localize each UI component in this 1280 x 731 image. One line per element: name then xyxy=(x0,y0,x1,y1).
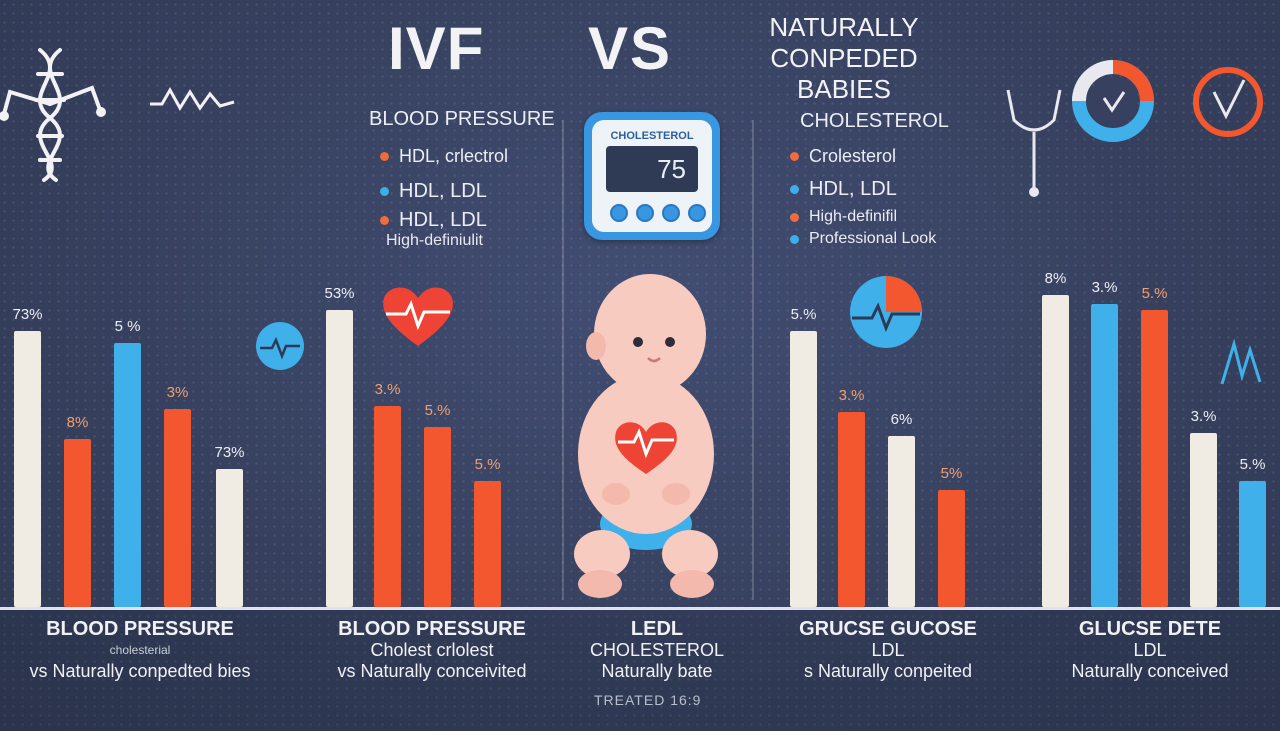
bar-g2-2 xyxy=(374,406,401,607)
caption-2: BLOOD PRESSURE Cholest crlolest vs Natur… xyxy=(337,618,527,681)
bar-label-g3-4: 5% xyxy=(941,465,963,482)
blue-dot xyxy=(790,185,799,194)
bar-label-g1-1: 73% xyxy=(12,306,42,323)
bar-g1-1 xyxy=(14,331,41,607)
bar-g2-1 xyxy=(326,310,353,607)
bar-label-g2-3: 5.% xyxy=(425,402,451,419)
bar-label-g3-2: 3.% xyxy=(839,387,865,404)
bar-g1-5 xyxy=(216,469,243,607)
title-ivf: IVF xyxy=(388,15,485,82)
right-panel-title: CHOLESTEROL xyxy=(800,110,949,132)
bar-g4-1 xyxy=(1042,295,1069,607)
orange-dot xyxy=(380,152,389,161)
bar-label-g1-3: 5 % xyxy=(115,318,141,335)
bar-g4-2 xyxy=(1091,304,1118,607)
footnote: TREATED 16:9 xyxy=(594,692,702,708)
left-panel-title: BLOOD PRESSURE xyxy=(369,108,555,130)
device-button xyxy=(610,204,628,222)
bar-label-g3-1: 5.% xyxy=(791,306,817,323)
left-bullet-3: HDL, LDL xyxy=(380,209,487,232)
device-screen: 75 xyxy=(606,146,698,192)
left-bullet-2: HDL, LDL xyxy=(380,180,487,203)
cholesterol-device: CHOLESTEROL 75 xyxy=(584,112,720,240)
caption-4: GRUCSE GUCOSE LDL s Naturally conpeited xyxy=(799,618,977,681)
device-button xyxy=(688,204,706,222)
right-bullet-2: HDL, LDL xyxy=(790,178,897,201)
bar-label-g4-5: 5.% xyxy=(1240,456,1266,473)
wave-icon xyxy=(150,86,235,111)
bar-g1-2 xyxy=(64,439,91,607)
orange-dot xyxy=(790,152,799,161)
baby-illustration xyxy=(574,274,718,598)
bar-g3-1 xyxy=(790,331,817,607)
device-button xyxy=(636,204,654,222)
title-vs: VS xyxy=(588,15,673,82)
caption-band xyxy=(0,610,1280,731)
device-button xyxy=(662,204,680,222)
stethoscope-icon xyxy=(1006,89,1062,197)
bar-label-g4-2: 3.% xyxy=(1092,279,1118,296)
caption-5: GLUCSE DETE LDL Naturally conceived xyxy=(1071,618,1229,681)
device-value: 75 xyxy=(657,154,686,184)
blue-dot xyxy=(790,234,799,244)
heart-icon xyxy=(383,287,453,346)
device-label: CHOLESTEROL xyxy=(610,130,694,142)
right-bullet-3: High-definifil xyxy=(790,208,897,226)
bar-label-g2-1: 53% xyxy=(324,285,354,302)
bar-g4-4 xyxy=(1190,433,1217,607)
gauge-icon xyxy=(1072,60,1154,142)
title-naturally-conceived: NATURALLY CONPEDED BABIES xyxy=(769,12,919,104)
left-bullet-1: HDL, crlectrol xyxy=(380,146,508,167)
divider-left xyxy=(562,120,564,600)
bar-label-g4-1: 8% xyxy=(1045,270,1067,287)
bar-g4-3 xyxy=(1141,310,1168,607)
right-bullet-1: Crolesterol xyxy=(790,146,896,167)
wave-a-icon xyxy=(1220,338,1262,385)
bar-g2-3 xyxy=(424,427,451,607)
right-bullet-4: Professional Look xyxy=(790,230,936,248)
bar-g2-4 xyxy=(474,481,501,607)
bar-g4-5 xyxy=(1239,481,1266,607)
bar-g3-2 xyxy=(838,412,865,607)
check-circle-icon xyxy=(1193,67,1263,137)
bar-label-g4-3: 5.% xyxy=(1142,285,1168,302)
bar-g3-4 xyxy=(938,490,965,607)
bar-label-g1-4: 3% xyxy=(167,384,189,401)
bar-g3-3 xyxy=(888,436,915,607)
bar-label-g4-4: 3.% xyxy=(1191,408,1217,425)
heartbeat-circle-icon xyxy=(850,276,922,348)
caption-3: LEDL CHOLESTEROL Naturally bate xyxy=(589,618,725,681)
orange-dot xyxy=(790,212,799,222)
bar-g1-4 xyxy=(164,409,191,607)
bar-label-g3-3: 6% xyxy=(891,411,913,428)
orange-dot xyxy=(380,216,389,225)
blue-dot xyxy=(380,187,389,196)
divider-right xyxy=(752,120,754,600)
bar-label-g2-4: 5.% xyxy=(475,456,501,473)
bar-label-g1-2: 8% xyxy=(67,414,89,431)
bar-label-g2-2: 3.% xyxy=(375,381,401,398)
x-axis-line xyxy=(0,607,1280,610)
caption-1: BLOOD PRESSURE cholesterial vs Naturally… xyxy=(29,618,251,681)
dna-icon xyxy=(0,48,106,182)
heartbeat-circle-icon xyxy=(256,322,304,370)
bar-label-g1-5: 73% xyxy=(214,444,244,461)
bar-g1-3 xyxy=(114,343,141,607)
left-panel-note: High-definiulit xyxy=(386,232,483,249)
